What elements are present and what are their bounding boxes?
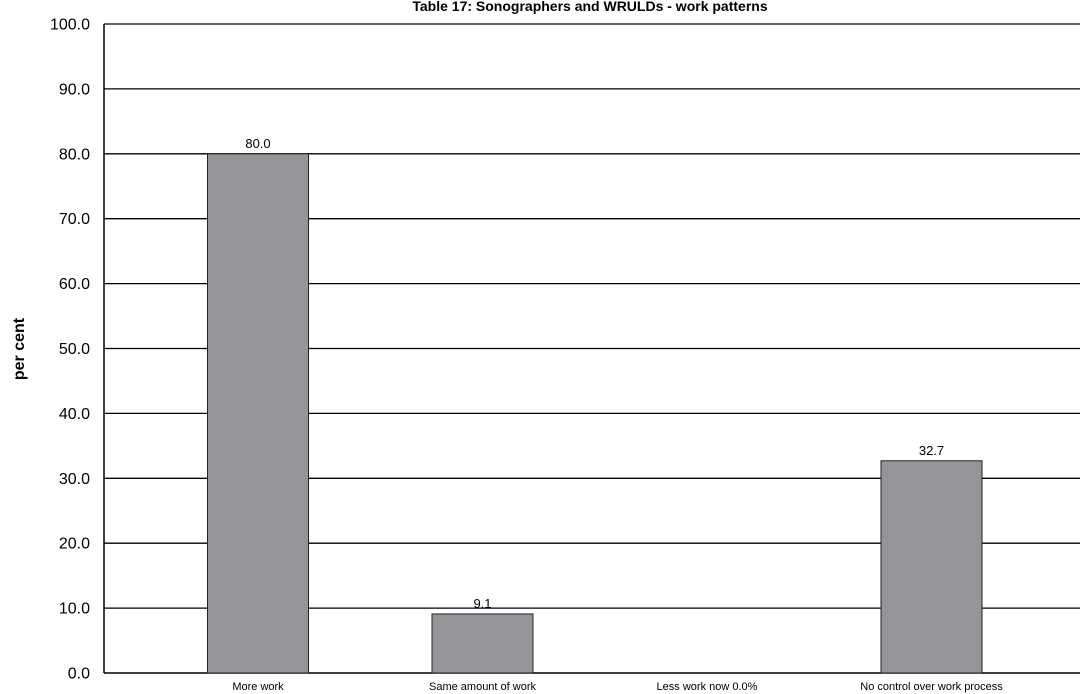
bar <box>431 613 534 674</box>
data-labels: 80.0 9.1 32.7 <box>245 136 944 611</box>
bars <box>207 153 983 674</box>
x-tick-labels: More work Same amount of work Less work no… <box>232 681 1003 693</box>
y-tick-label: 60.0 <box>59 276 90 293</box>
x-tick-label: More work <box>232 681 284 693</box>
y-tick-label: 20.0 <box>59 536 90 553</box>
data-label: 9.1 <box>473 596 491 611</box>
y-tick-label: 0.0 <box>68 666 90 683</box>
bar <box>880 460 983 674</box>
x-tick-label: Same amount of work <box>429 681 536 693</box>
y-tick-label: 90.0 <box>59 81 90 98</box>
bar <box>207 153 309 674</box>
data-label: 32.7 <box>919 443 944 458</box>
data-label: 80.0 <box>245 136 270 151</box>
y-tick-label: 70.0 <box>59 211 90 228</box>
y-tick-label: 100.0 <box>50 17 90 34</box>
y-tick-labels: 0.0 10.0 20.0 30.0 40.0 50.0 60.0 70.0 80.0 90.0 1… <box>50 17 90 683</box>
y-tick-label: 50.0 <box>59 341 90 358</box>
chart-title: Table 17: Sonographers and WRULDs - work… <box>412 0 767 14</box>
y-tick-label: 40.0 <box>59 406 90 423</box>
x-tick-label: Less work now 0.0% <box>657 681 758 693</box>
y-axis-label: per cent <box>11 317 28 380</box>
y-tick-label: 80.0 <box>59 146 90 163</box>
y-tick-label: 30.0 <box>59 471 90 488</box>
y-tick-label: 10.0 <box>59 601 90 618</box>
x-tick-label: No control over work process <box>860 681 1003 693</box>
